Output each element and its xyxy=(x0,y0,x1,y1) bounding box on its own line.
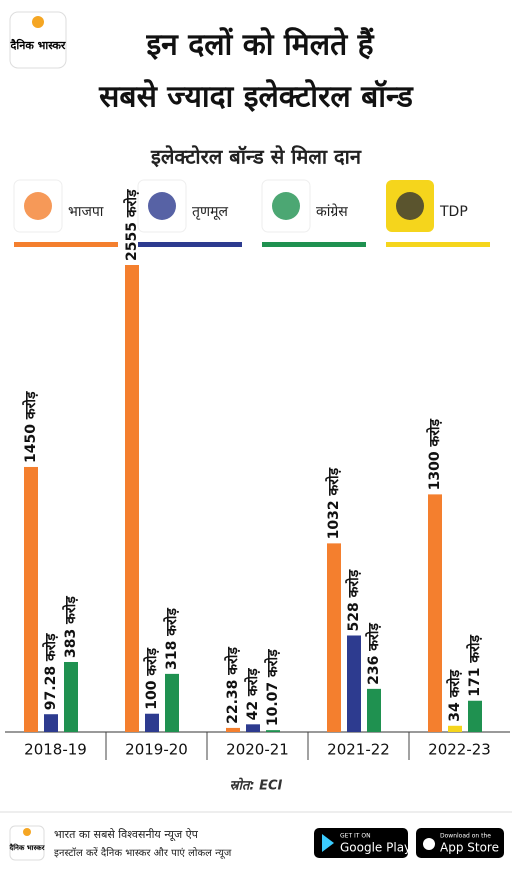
logo-sun xyxy=(32,16,44,28)
legend-swatch xyxy=(138,242,242,247)
x-tick-label: 2020-21 xyxy=(226,741,289,759)
value-label: 1300 करोड़ xyxy=(426,418,443,490)
footer-text: इनस्टॉल करें दैनिक भास्कर और पाएं लोकल न… xyxy=(54,847,232,859)
value-label: 171 करोड़ xyxy=(466,635,483,697)
source: स्रोत: ECI xyxy=(230,778,283,794)
bar xyxy=(125,265,139,732)
bar xyxy=(44,714,58,732)
logo-text: दैनिक भास्कर xyxy=(10,38,66,52)
button-small-text: Download on the xyxy=(440,833,491,840)
subtitle: इलेक्टोरल बॉन्ड से मिला दान xyxy=(150,145,362,169)
bar xyxy=(226,727,240,732)
title-line: इन दलों को मिलते हैं xyxy=(145,27,374,63)
bar xyxy=(327,543,341,732)
value-label: 10.07 करोड़ xyxy=(264,649,281,726)
title-line: सबसे ज्यादा इलेक्टोरल बॉन्ड xyxy=(98,79,414,115)
legend-label: भाजपा xyxy=(68,204,104,220)
legend-logo-mark xyxy=(148,192,176,220)
value-label: 236 करोड़ xyxy=(365,623,382,685)
bar xyxy=(64,661,78,732)
legend-swatch xyxy=(262,242,366,247)
play-icon xyxy=(322,834,334,852)
bar xyxy=(165,673,179,732)
value-label: 1032 करोड़ xyxy=(325,467,342,539)
bar xyxy=(448,725,462,732)
x-tick-label: 2019-20 xyxy=(125,741,188,759)
footer-logo-sun xyxy=(23,828,31,836)
bar xyxy=(246,724,260,732)
x-tick-label: 2018-19 xyxy=(24,741,87,759)
value-label: 42 करोड़ xyxy=(244,668,261,720)
value-label: 100 करोड़ xyxy=(143,648,160,710)
x-tick-label: 2021-22 xyxy=(327,741,390,759)
value-label: 318 करोड़ xyxy=(163,608,180,670)
google-play-button[interactable] xyxy=(314,828,408,858)
value-label: 1450 करोड़ xyxy=(22,391,39,463)
button-text: Google Play xyxy=(340,841,411,855)
bar xyxy=(24,466,38,732)
button-text: App Store xyxy=(440,841,499,855)
value-label: 383 करोड़ xyxy=(62,596,79,658)
bar xyxy=(347,635,361,732)
bar xyxy=(428,494,442,732)
value-label: 34 करोड़ xyxy=(446,669,463,721)
legend: भाजपा तृणमूल कांग्रेस TDP xyxy=(13,179,490,247)
value-label: 97.28 करोड़ xyxy=(42,633,59,710)
legend-swatch xyxy=(14,242,118,247)
bar xyxy=(468,700,482,732)
legend-swatch xyxy=(386,242,490,247)
value-label: 528 करोड़ xyxy=(345,569,362,631)
footer-logo-text: दैनिक भास्कर xyxy=(9,843,46,852)
logo-box xyxy=(9,11,67,69)
legend-logo-mark xyxy=(396,192,424,220)
footer-logo xyxy=(9,825,45,861)
bar xyxy=(266,730,280,732)
x-tick-label: 2022-23 xyxy=(428,741,491,759)
bar xyxy=(145,713,159,732)
apple-icon xyxy=(423,838,435,850)
bar xyxy=(367,688,381,732)
legend-label: कांग्रेस xyxy=(316,203,348,220)
legend-logo-mark xyxy=(272,192,300,220)
value-label: 22.38 करोड़ xyxy=(224,647,241,724)
app-store-button[interactable] xyxy=(416,828,504,858)
legend-label: तृणमूल xyxy=(192,204,228,220)
value-label: 2555 करोड़ xyxy=(123,189,140,261)
legend-logo-mark xyxy=(24,192,52,220)
button-small-text: GET IT ON xyxy=(340,833,371,840)
plot: 2018-19 1450 करोड़ 97.28 करोड़383 करोड़ 201… xyxy=(5,189,510,760)
footer-text: भारत का सबसे विश्वसनीय न्यूज ऐप xyxy=(54,828,199,842)
legend-label: TDP xyxy=(439,204,468,220)
